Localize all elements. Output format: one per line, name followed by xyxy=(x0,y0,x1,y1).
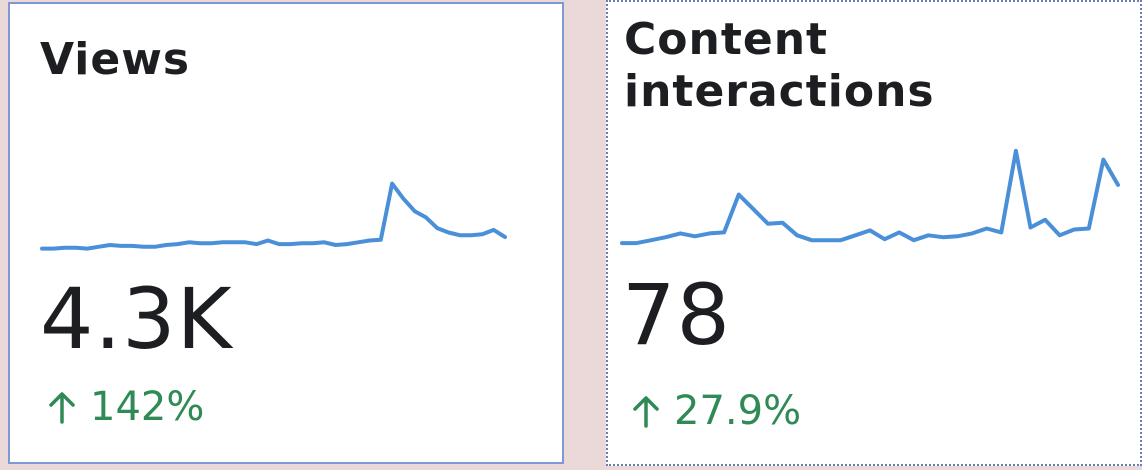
views-value: 4.3K xyxy=(40,270,233,368)
content-interactions-title: Content interactions xyxy=(624,14,935,117)
views-title: Views xyxy=(40,34,191,85)
arrow-up-icon xyxy=(632,394,660,428)
views-trend-line xyxy=(40,181,507,251)
content-interactions-change-value: 27.9% xyxy=(674,388,802,434)
views-card[interactable]: Views 4.3K 142% xyxy=(8,2,564,464)
views-change-value: 142% xyxy=(90,384,205,430)
content-interactions-change: 27.9% xyxy=(632,388,801,434)
content-interactions-value: 78 xyxy=(622,266,731,364)
arrow-up-icon xyxy=(48,390,76,424)
views-change: 142% xyxy=(48,384,204,430)
content-interactions-sparkline xyxy=(620,148,1120,246)
content-interactions-trend-line xyxy=(620,148,1120,246)
views-sparkline xyxy=(40,181,507,251)
content-interactions-card[interactable]: Content interactions 78 27.9% xyxy=(606,0,1142,466)
